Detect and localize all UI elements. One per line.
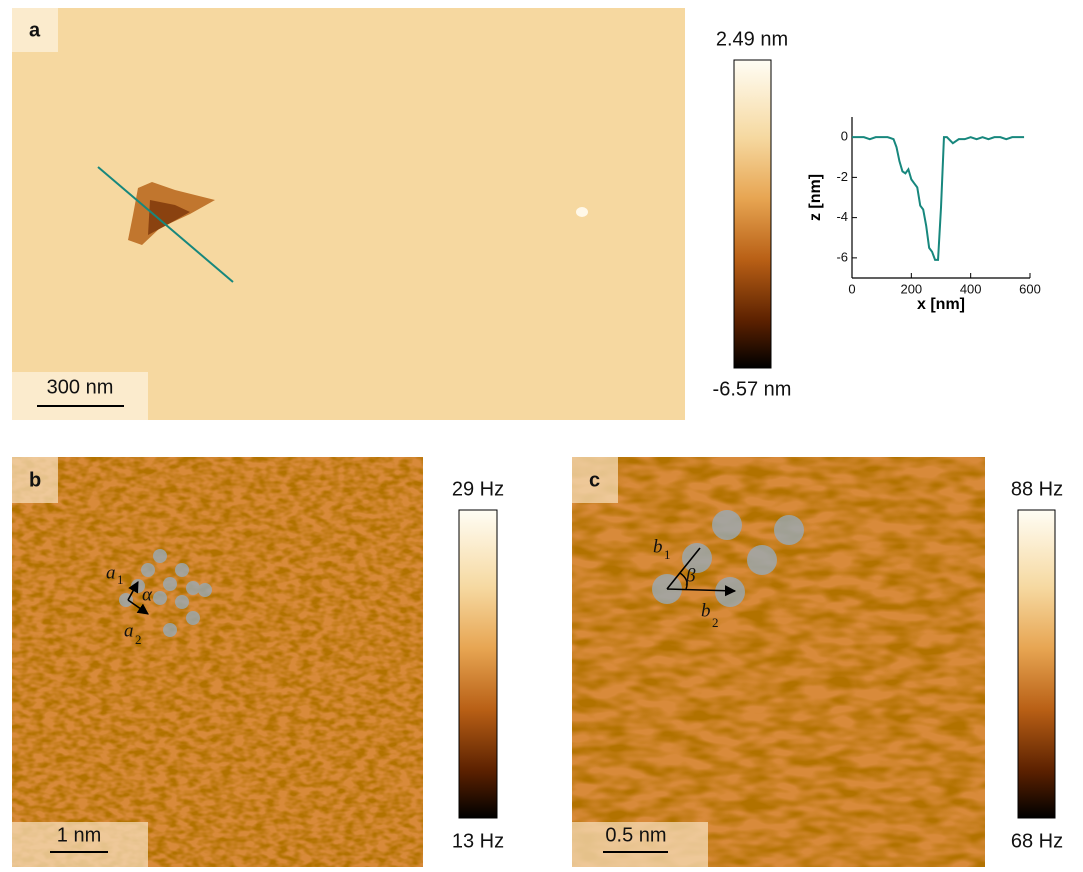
profile-line	[852, 136, 1025, 261]
scale-box	[572, 822, 708, 867]
scale-box	[12, 822, 148, 867]
afm-texture	[12, 457, 423, 867]
colorbar-min: 13 Hz	[452, 830, 504, 852]
vector-a2	[127, 599, 149, 615]
colorbar-min: -6.57 nm	[713, 378, 792, 400]
vector-symbol: b	[653, 536, 663, 557]
x-tick-label: 200	[900, 281, 922, 296]
particle	[576, 207, 588, 217]
panel-label: b	[29, 469, 41, 491]
colorbar-max: 88 Hz	[1011, 478, 1063, 500]
vector-index: 2	[135, 632, 142, 647]
afm-texture	[572, 457, 985, 867]
angle-arc	[679, 572, 688, 590]
colorbar	[1017, 509, 1056, 819]
colorbar-max: 29 Hz	[452, 478, 504, 500]
x-axis-label: x [nm]	[917, 296, 965, 313]
angle-label: β	[685, 565, 696, 586]
x-tick-label: 0	[848, 281, 855, 296]
vector-symbol: b	[701, 600, 711, 621]
vector-index: 2	[712, 615, 719, 630]
panel-label: a	[29, 19, 41, 41]
vector-index: 1	[664, 547, 671, 562]
x-tick-label: 400	[960, 281, 982, 296]
vector-symbol: a	[106, 562, 116, 583]
y-axis-label: z [nm]	[807, 174, 824, 221]
y-tick-label: -6	[836, 249, 848, 264]
vector-index: 1	[117, 572, 124, 587]
label-box	[12, 8, 58, 52]
vector-a1	[127, 581, 139, 601]
scale-box	[12, 372, 148, 420]
colorbar	[733, 59, 772, 369]
profile-line	[97, 166, 234, 283]
colorbar-min: 68 Hz	[1011, 830, 1063, 852]
scale-label: 0.5 nm	[605, 824, 666, 846]
profile-chart: 0 -2 -4 -6 0 200 400 600 x [nm] z [nm]	[807, 117, 1041, 313]
y-tick-label: -2	[836, 169, 848, 184]
scale-label: 300 nm	[47, 376, 114, 398]
angle-label: α	[142, 584, 153, 605]
afm-image	[12, 8, 685, 420]
y-tick-label: -4	[836, 209, 848, 224]
pit-core	[148, 200, 190, 235]
colorbar-max: 2.49 nm	[716, 28, 788, 50]
label-box	[572, 457, 618, 503]
vector-symbol: a	[124, 620, 134, 641]
colorbar	[458, 509, 498, 819]
panel-label: c	[589, 469, 600, 491]
scale-label: 1 nm	[57, 824, 101, 846]
y-tick-label: 0	[841, 129, 848, 144]
x-tick-label: 600	[1019, 281, 1041, 296]
vectors-b	[666, 547, 735, 591]
label-box	[12, 457, 58, 503]
